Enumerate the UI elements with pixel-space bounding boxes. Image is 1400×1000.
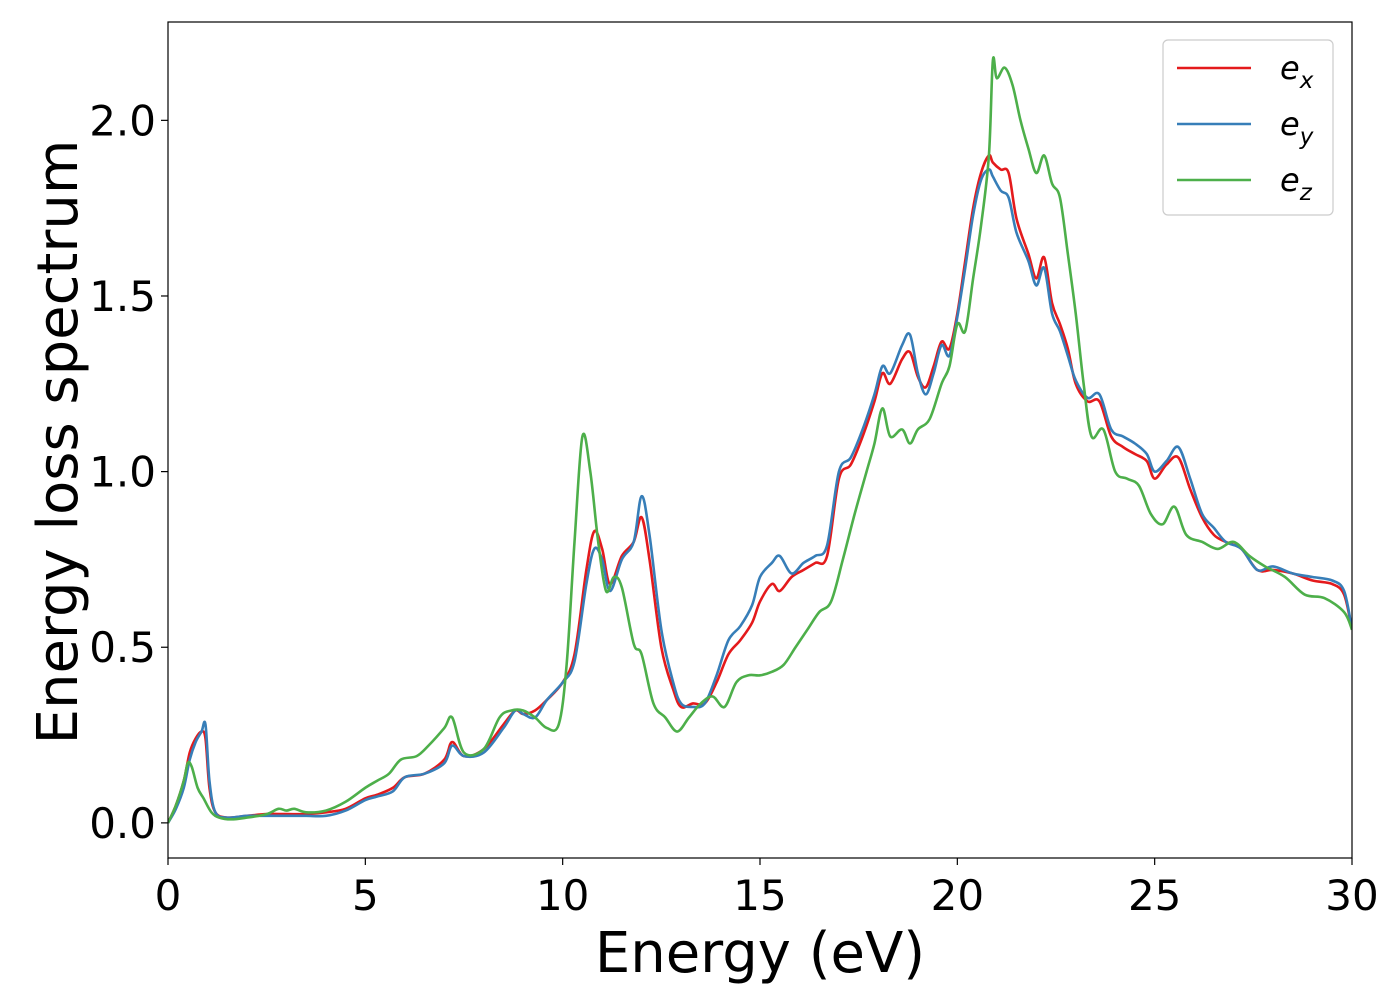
- legend: ex ey ez: [1162, 39, 1334, 216]
- x-tick-label: 15: [733, 871, 786, 920]
- y-axis: 0.0 0.5 1.0 1.5 2.0: [89, 96, 168, 848]
- x-axis-title: Energy (eV): [595, 921, 925, 986]
- x-tick-label: 25: [1128, 871, 1181, 920]
- x-tick-label: 20: [931, 871, 984, 920]
- series-line-x: [168, 153, 1352, 824]
- x-tick-label: 10: [536, 871, 589, 920]
- y-tick-label: 0.5: [89, 623, 156, 672]
- legend-label-z: ez: [1280, 161, 1313, 206]
- y-tick-label: 2.0: [89, 96, 156, 145]
- x-axis: 0 5 10 15 20 25 30: [155, 858, 1379, 920]
- series-line-y: [168, 168, 1352, 824]
- x-tick-label: 5: [352, 871, 379, 920]
- legend-label-y: ey: [1280, 105, 1314, 150]
- y-tick-label: 1.0: [89, 448, 156, 497]
- series-layer: [168, 56, 1352, 824]
- x-tick-label: 30: [1325, 871, 1378, 920]
- legend-label-x: ex: [1280, 49, 1314, 94]
- y-axis-title: Energy loss spectrum: [26, 140, 91, 745]
- y-tick-label: 0.0: [89, 799, 156, 848]
- y-tick-label: 1.5: [89, 272, 156, 321]
- legend-box: [1162, 39, 1334, 216]
- series-line-z: [168, 56, 1352, 824]
- x-tick-label: 0: [155, 871, 182, 920]
